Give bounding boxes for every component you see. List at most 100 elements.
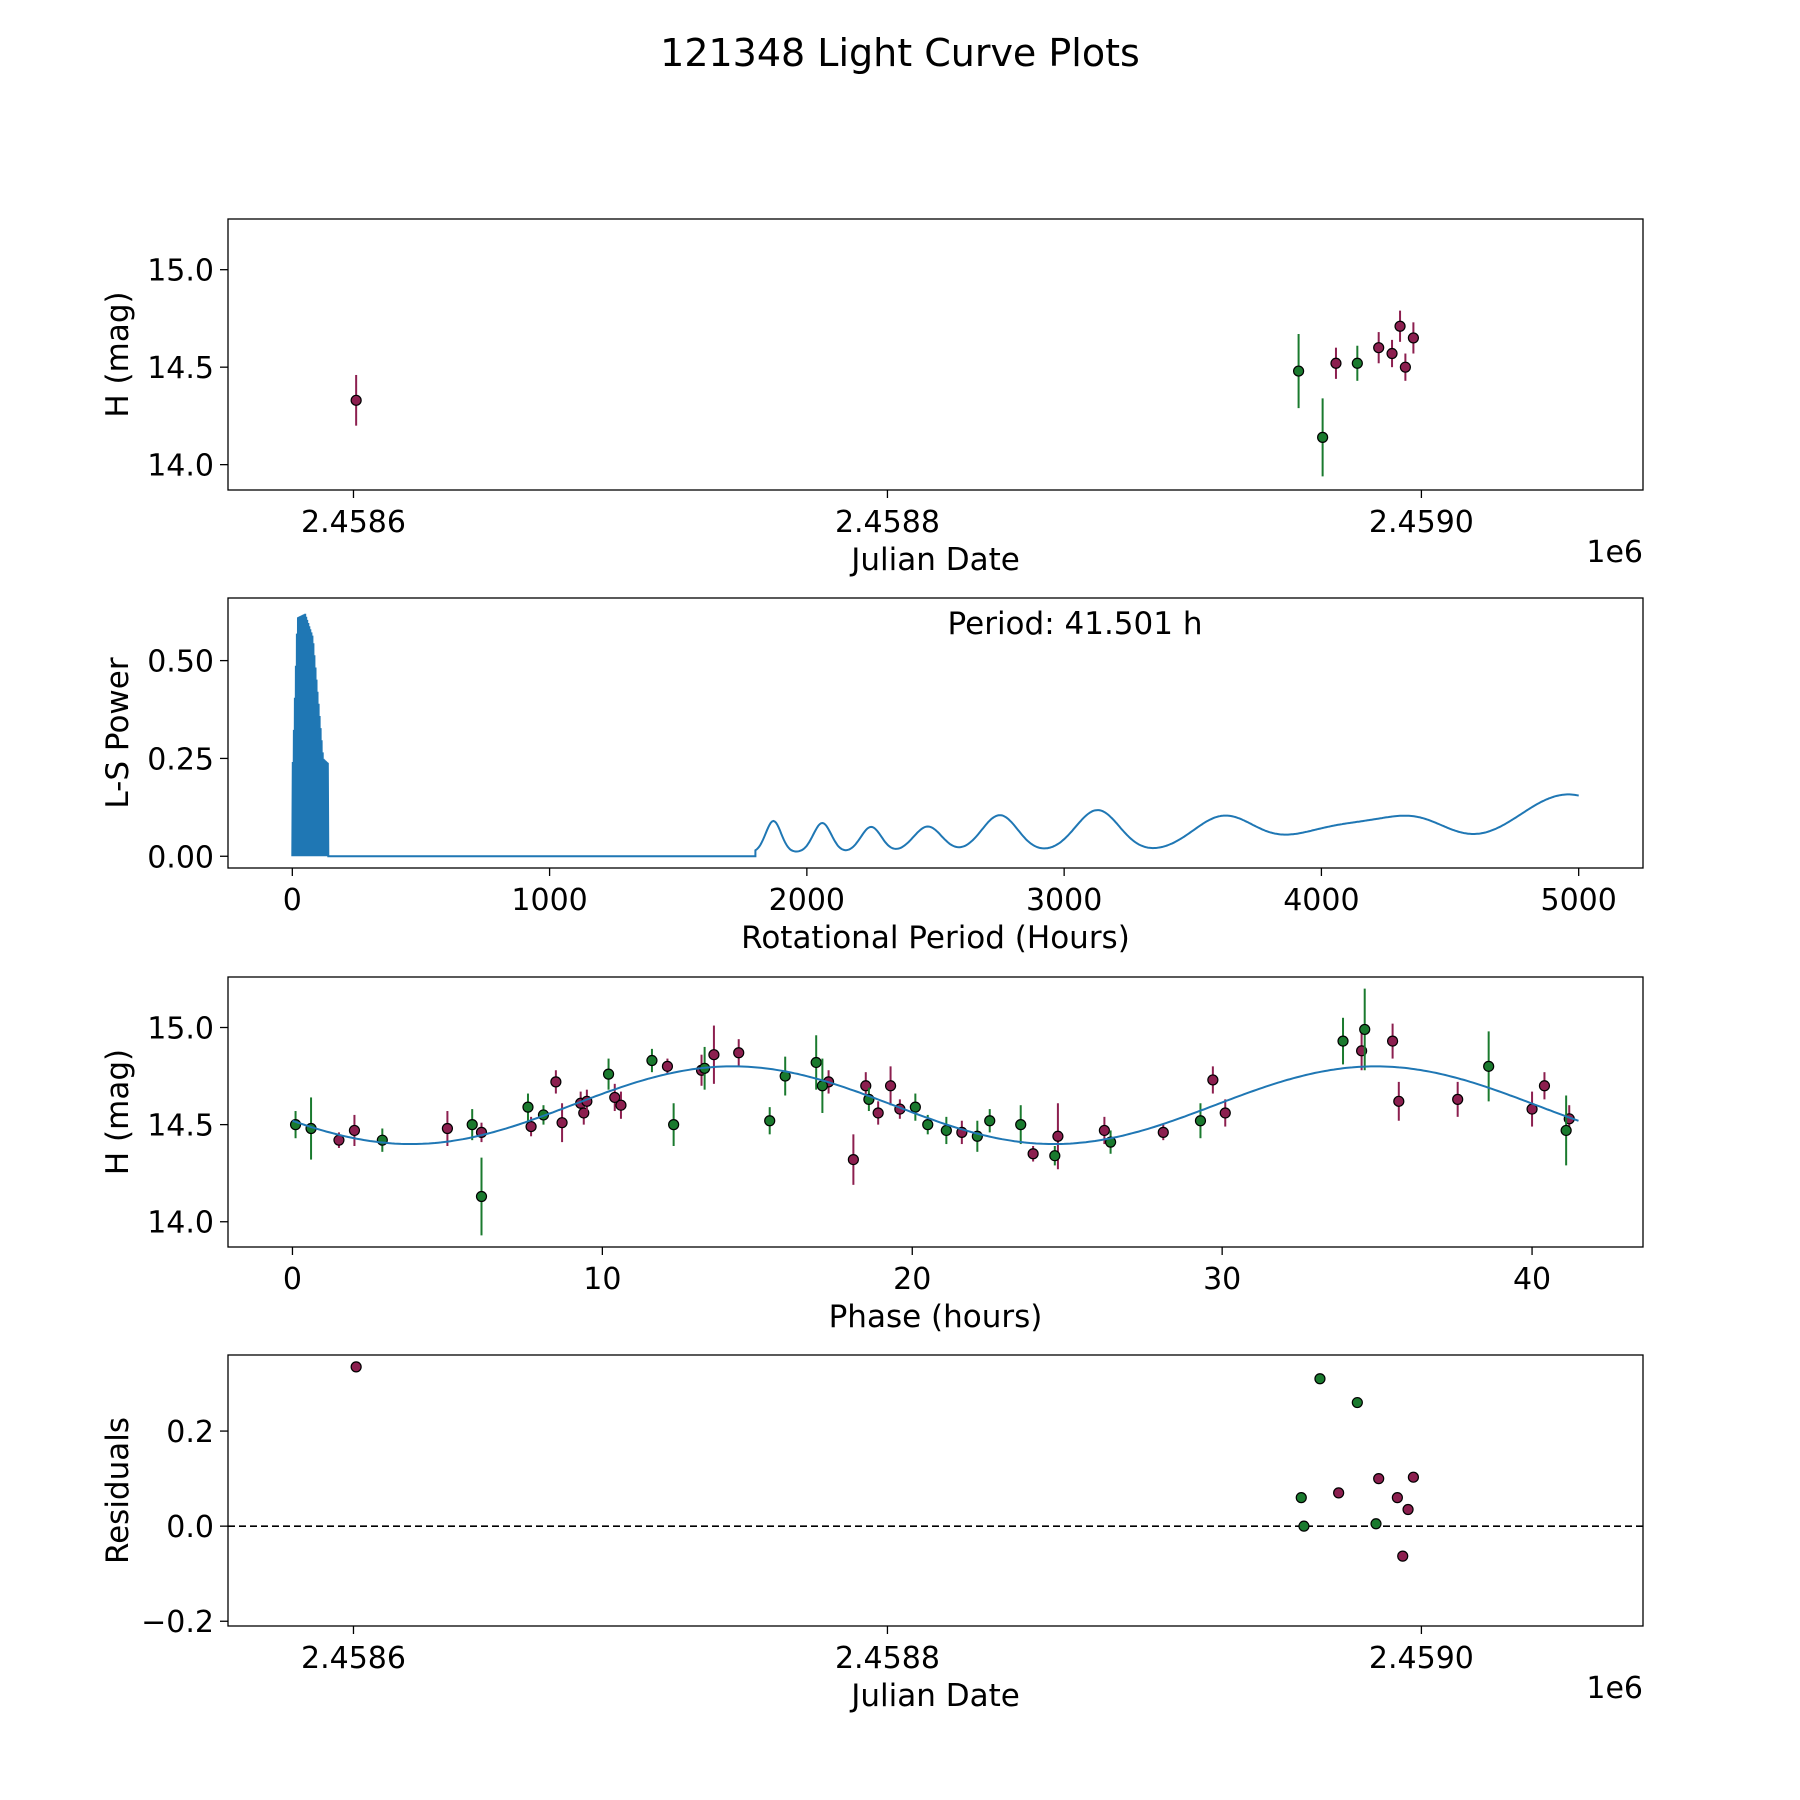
phased-point-green <box>1049 1150 1061 1162</box>
lightcurve-point-green <box>1292 365 1305 377</box>
phased-point-magenta <box>556 1117 568 1129</box>
phased-point-green <box>1483 1060 1495 1072</box>
residuals-point-magenta <box>1402 1503 1414 1516</box>
periodogram-ylabel: L-S Power <box>100 657 136 808</box>
periodogram-plot-area <box>291 613 1579 858</box>
phased-point-green <box>810 1056 822 1069</box>
residuals-point-magenta <box>1373 1473 1385 1485</box>
phased-point-magenta <box>1393 1095 1405 1107</box>
phased-frame <box>227 976 1644 1248</box>
residuals-point-green <box>1298 1520 1310 1532</box>
phased-point-magenta <box>615 1099 627 1111</box>
phased-point-green <box>646 1054 658 1067</box>
residuals-axes: 2.45862.45882.45902.45922.4594−0.20.00.2… <box>100 1415 1643 1714</box>
phased-point-magenta <box>1538 1080 1551 1092</box>
periodogram-ytick-label: 0.25 <box>147 742 214 777</box>
phased-point-green <box>1337 1035 1349 1047</box>
lightcurve-frame <box>227 218 1644 491</box>
phased-point-magenta <box>708 1049 720 1061</box>
periodogram-xtick-label: 4000 <box>1283 883 1359 918</box>
residuals-point-magenta <box>350 1361 362 1373</box>
lightcurve-xtick-label: 2.4590 <box>1369 505 1474 540</box>
phased-model-curve <box>292 1065 1579 1145</box>
periodogram-period-annotation: Period: 41.501 h <box>948 606 1203 642</box>
lightcurve-x-offset-label: 1e6 <box>1586 535 1643 570</box>
phased-xlabel: Phase (hours) <box>829 1299 1043 1335</box>
phased-point-green <box>1359 1023 1371 1036</box>
phased-ytick-label: 14.0 <box>147 1206 214 1241</box>
lightcurve-xlabel: Julian Date <box>849 542 1020 578</box>
lightcurve-point-magenta <box>1407 332 1419 344</box>
lightcurve-axes: 2.45862.45882.45902.45922.459414.014.515… <box>100 254 1643 578</box>
periodogram-xtick-label: 3000 <box>1026 883 1102 918</box>
phased-point-magenta <box>609 1091 621 1104</box>
residuals-point-green <box>1295 1492 1307 1504</box>
phased-ylabel: H (mag) <box>100 1049 136 1175</box>
phased-point-green <box>522 1101 534 1113</box>
lightcurve-xtick-label: 2.4588 <box>835 505 940 540</box>
periodogram-power-line <box>291 613 1579 858</box>
phased-point-green <box>940 1124 952 1137</box>
residuals-x-offset-label: 1e6 <box>1586 1671 1643 1706</box>
phased-point-magenta <box>348 1124 361 1137</box>
phased-point-magenta <box>884 1080 897 1092</box>
periodogram-xtick-label: 5000 <box>1541 883 1617 918</box>
lightcurve-point-magenta <box>1330 357 1342 369</box>
residuals-plot-area <box>350 1361 1419 1562</box>
phased-point-magenta <box>1219 1107 1231 1119</box>
periodogram-ytick-label: 0.50 <box>147 645 214 680</box>
phased-xtick-label: 40 <box>1513 1262 1551 1297</box>
residuals-ytick-label: −0.2 <box>141 1605 214 1640</box>
lightcurve-point-magenta <box>1399 361 1411 373</box>
phased-point-magenta <box>661 1060 674 1072</box>
residuals-ylabel: Residuals <box>100 1417 136 1564</box>
phased-point-green <box>1194 1115 1207 1127</box>
periodogram-frame <box>227 597 1644 869</box>
phased-point-green <box>1560 1124 1572 1137</box>
residuals-ytick-label: 0.2 <box>166 1415 214 1450</box>
phased-plot-area <box>289 988 1579 1236</box>
lightcurve-plot-area <box>350 310 1419 477</box>
lightcurve-ylabel: H (mag) <box>100 291 136 417</box>
phased-xtick-label: 20 <box>893 1262 931 1297</box>
residuals-point-magenta <box>1333 1487 1345 1499</box>
phased-point-magenta <box>1157 1126 1169 1138</box>
phased-point-magenta <box>1452 1093 1464 1105</box>
phased-point-green <box>764 1115 776 1127</box>
phased-point-magenta <box>550 1076 562 1088</box>
lightcurve-ytick-label: 14.5 <box>147 351 214 386</box>
phased-point-magenta <box>1387 1035 1399 1047</box>
phased-axes: 0 10 20 30 40 14.0 14.5 15.0 Phase (hours) H (mag… <box>100 1012 1551 1335</box>
phased-point-green <box>602 1068 615 1080</box>
periodogram-xtick-label: 0 <box>283 883 302 918</box>
residuals-point-magenta <box>1407 1471 1419 1483</box>
residuals-point-magenta <box>1391 1492 1403 1504</box>
residuals-frame <box>227 1354 1644 1627</box>
residuals-point-green <box>1351 1396 1363 1409</box>
residuals-ytick-label: 0.0 <box>166 1510 214 1545</box>
residuals-point-magenta <box>1397 1550 1409 1562</box>
phased-xtick-label: 30 <box>1203 1262 1241 1297</box>
lightcurve-point-green <box>1317 431 1329 443</box>
phased-point-magenta <box>1207 1074 1219 1086</box>
periodogram-xtick-label: 2000 <box>769 883 845 918</box>
lightcurve-ytick-label: 14.0 <box>147 449 214 484</box>
phased-point-green <box>1015 1119 1027 1131</box>
lightcurve-point-magenta <box>1373 342 1385 354</box>
phased-point-green <box>668 1119 680 1131</box>
figure-title: 121348 Light Curve Plots <box>660 31 1140 75</box>
periodogram-xtick-label: 1000 <box>511 883 587 918</box>
phased-point-green <box>984 1115 996 1127</box>
phased-ytick-label: 14.5 <box>147 1109 214 1144</box>
phased-point-green <box>909 1101 921 1113</box>
phased-point-magenta <box>1027 1148 1039 1160</box>
lightcurve-xtick-label: 2.4586 <box>301 505 406 540</box>
residuals-xtick-label: 2.4590 <box>1369 1641 1474 1676</box>
periodogram-ytick-label: 0.00 <box>147 840 214 875</box>
phased-point-magenta <box>847 1153 859 1166</box>
phased-point-magenta <box>441 1122 454 1135</box>
phased-point-green <box>466 1119 478 1131</box>
phased-point-magenta <box>872 1107 884 1119</box>
